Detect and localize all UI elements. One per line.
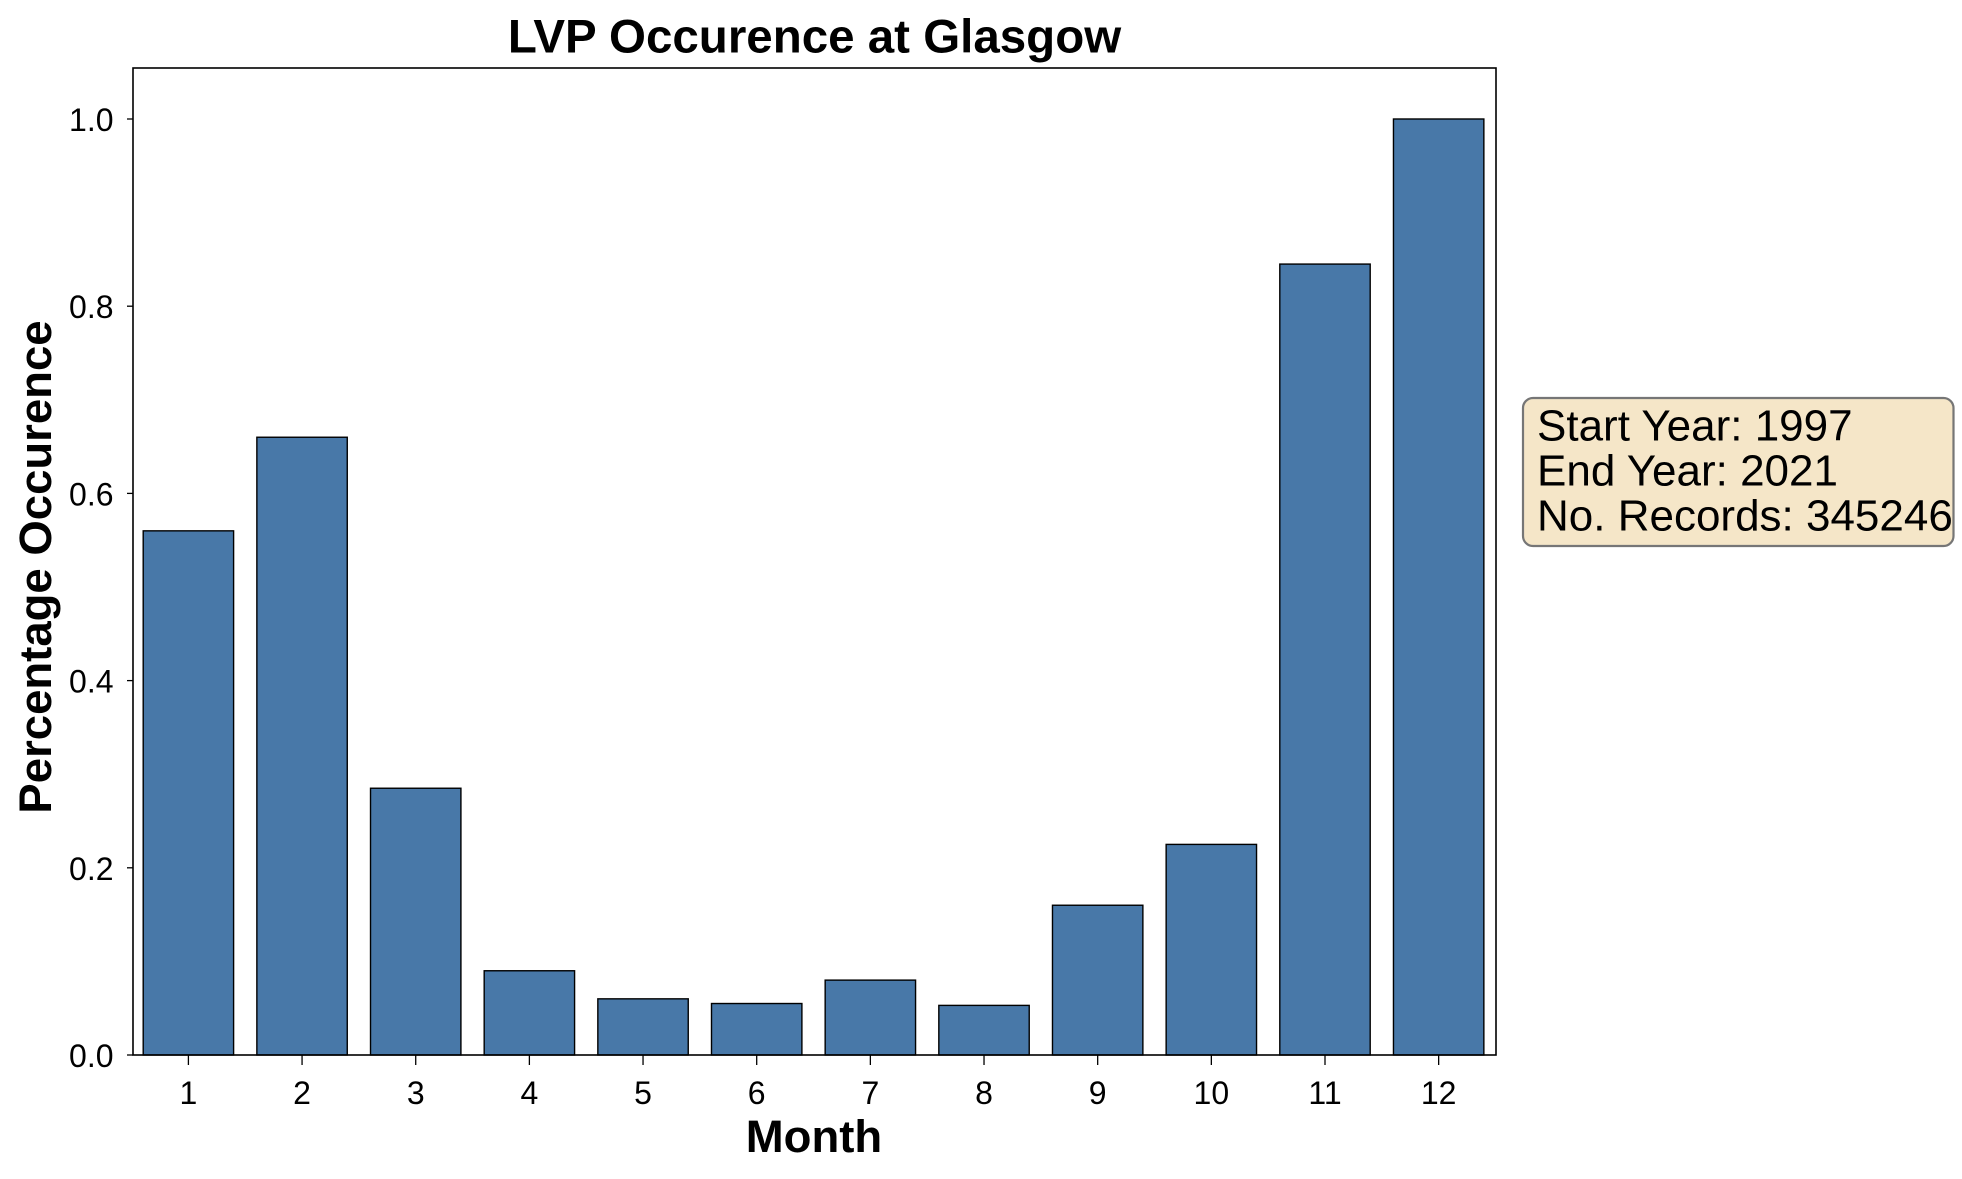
svg-text:9: 9 [1089, 1075, 1107, 1111]
svg-text:End Year: 2021: End Year: 2021 [1537, 447, 1838, 496]
svg-text:2: 2 [293, 1075, 311, 1111]
svg-text:1: 1 [180, 1075, 198, 1111]
svg-text:Start Year: 1997: Start Year: 1997 [1537, 402, 1853, 451]
svg-text:0.8: 0.8 [69, 289, 113, 325]
svg-text:1.0: 1.0 [69, 102, 113, 138]
svg-text:5: 5 [634, 1075, 652, 1111]
svg-text:6: 6 [748, 1075, 766, 1111]
svg-text:0.2: 0.2 [69, 851, 113, 887]
svg-text:10: 10 [1194, 1075, 1230, 1111]
svg-text:0.0: 0.0 [69, 1038, 113, 1074]
svg-text:Percentage Occurence: Percentage Occurence [10, 320, 61, 813]
svg-text:12: 12 [1421, 1075, 1457, 1111]
svg-text:3: 3 [407, 1075, 425, 1111]
svg-text:LVP Occurence at Glasgow: LVP Occurence at Glasgow [508, 11, 1122, 64]
svg-text:Month: Month [746, 1111, 882, 1162]
svg-text:0.6: 0.6 [69, 476, 113, 512]
svg-text:8: 8 [975, 1075, 993, 1111]
svg-text:0.4: 0.4 [69, 664, 113, 700]
svg-text:No. Records: 345246: No. Records: 345246 [1537, 492, 1953, 541]
svg-text:11: 11 [1308, 1075, 1341, 1111]
svg-text:7: 7 [861, 1075, 879, 1111]
svg-text:4: 4 [520, 1075, 538, 1111]
